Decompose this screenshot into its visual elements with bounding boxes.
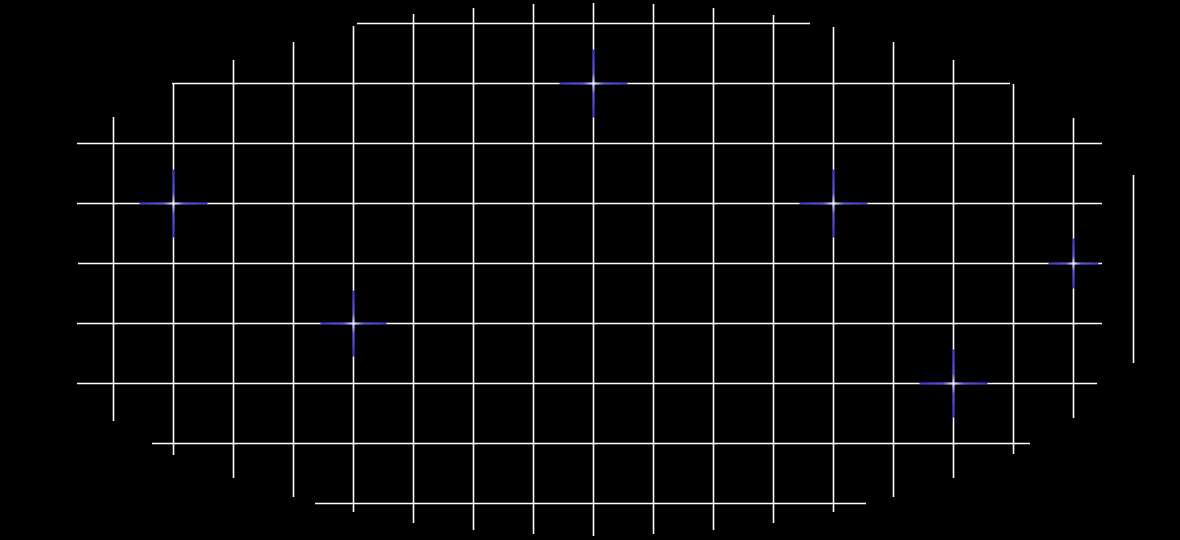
star-marker-vertical-arm (952, 349, 955, 418)
star-marker-vertical-arm (352, 290, 355, 357)
star-marker-vertical-arm (832, 169, 835, 238)
star-marker-vertical-arm (1072, 238, 1075, 289)
star-marker-vertical-arm (172, 169, 175, 238)
star-marker-vertical-arm (592, 49, 595, 118)
